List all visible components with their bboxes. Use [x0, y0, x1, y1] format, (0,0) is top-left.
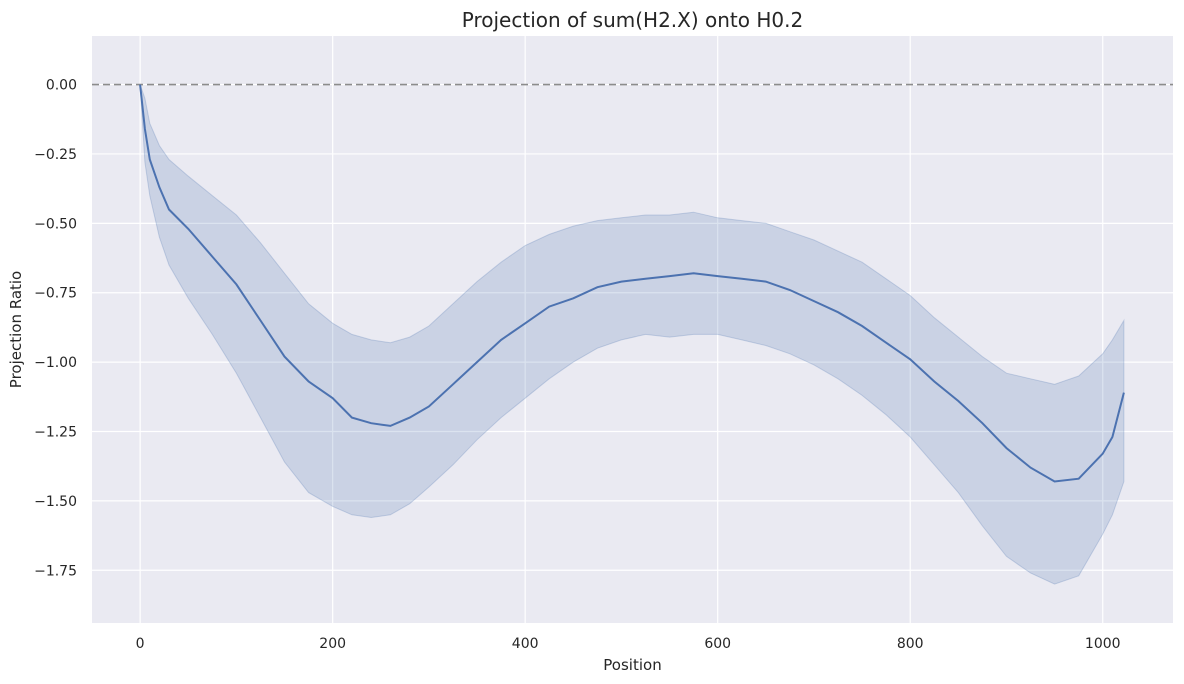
y-tick-label: −1.25 [34, 424, 77, 440]
plot-area-background [92, 36, 1173, 623]
y-tick-label: −0.75 [34, 286, 77, 302]
y-axis-label: Projection Ratio [7, 271, 25, 388]
x-tick-label: 400 [512, 636, 539, 652]
y-tick-label: 0.00 [46, 78, 77, 94]
x-tick-label: 1000 [1085, 636, 1121, 652]
grid-lines [92, 36, 1173, 623]
x-tick-labels: 0 200 400 600 800 1000 [136, 636, 1121, 652]
x-tick-label: 0 [136, 636, 145, 652]
x-tick-label: 800 [897, 636, 924, 652]
y-tick-labels: 0.00 −0.25 −0.50 −0.75 −1.00 −1.25 −1.50 −1.75 [34, 78, 77, 580]
x-tick-label: 200 [319, 636, 346, 652]
y-tick-label: −1.50 [34, 494, 77, 510]
y-tick-label: −1.75 [34, 563, 77, 579]
y-tick-label: −0.25 [34, 147, 77, 163]
mean-line [139, 84, 1125, 483]
x-tick-label: 600 [704, 636, 731, 652]
x-axis-label: Position [603, 656, 661, 674]
y-tick-label: −0.50 [34, 216, 77, 232]
chart-title: Projection of sum(H2.X) onto H0.2 [462, 8, 803, 32]
confidence-band [139, 84, 1125, 585]
y-tick-label: −1.00 [34, 355, 77, 371]
